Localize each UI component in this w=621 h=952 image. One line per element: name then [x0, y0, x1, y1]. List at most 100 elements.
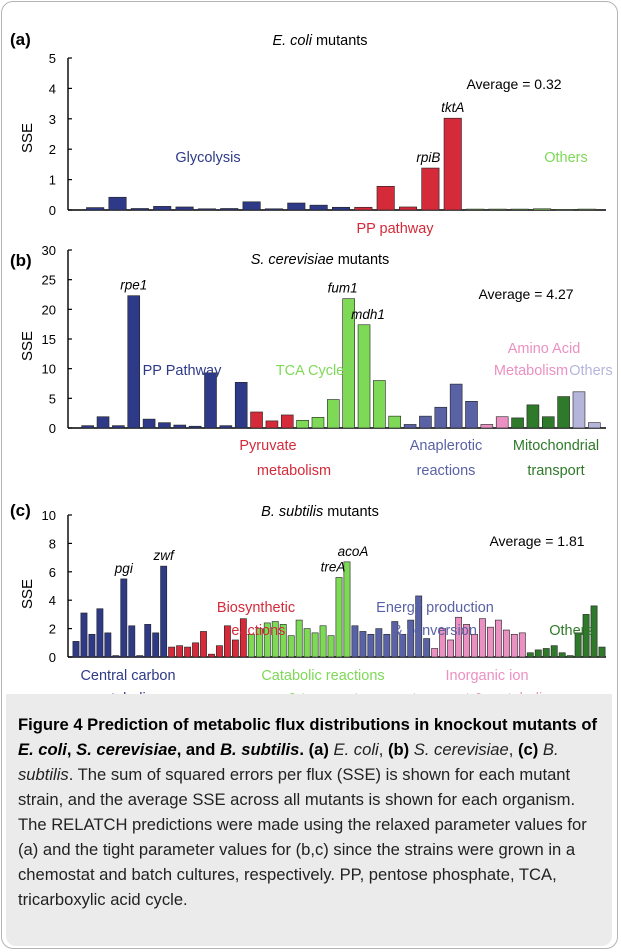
panel-b-y-tick-label: 25 [42, 273, 56, 288]
panel-b-bar [465, 400, 478, 429]
panel-b-group-label: Mitochondrial [513, 438, 599, 454]
panel-b-bar [219, 425, 233, 429]
panel-c-bar [534, 649, 542, 658]
panel-c-bar [184, 646, 191, 658]
caption-title: Prediction of metabolic flux distributio… [87, 715, 597, 734]
panel-a-bar [86, 207, 105, 211]
panel-c-annotation-pgi: pgi [114, 561, 134, 576]
panel-c-bar [582, 614, 590, 658]
panel-c-bar [287, 635, 295, 658]
panel-c-bar [375, 628, 383, 658]
panel-c-title: B. subtilis mutants [261, 504, 379, 520]
panel-c-annotation-treA: treA [321, 559, 346, 574]
caption-sep: , [66, 740, 72, 759]
panel-a-title-organism: E. coli [272, 33, 312, 49]
panel-c-bar [574, 632, 582, 658]
panel-b-bar [265, 420, 279, 429]
panel-c-bar [510, 633, 518, 658]
panel-c-bar [399, 633, 407, 658]
panel-c-bar [176, 645, 184, 658]
panel-a-bar [399, 206, 418, 211]
panel-b-bar [511, 417, 524, 429]
panel-c-bar [295, 619, 303, 658]
panel-b-y-tick-label: 0 [49, 421, 56, 436]
panel-a-title: E. coli mutants [272, 33, 367, 49]
panel-b-annotation-rpe1: rpe1 [120, 278, 147, 293]
panel-b-bar [173, 424, 187, 429]
panel-b-y-axis-label: SSE [19, 331, 36, 361]
panel-a-group-label: Others [544, 150, 588, 166]
panel-c-bar [160, 565, 168, 658]
panel-c-bar [423, 638, 431, 658]
panel-b-bar [342, 298, 355, 429]
panel-b-bar [204, 372, 217, 429]
panel-c-title-suffix: mutants [323, 504, 379, 520]
caption-org-ecoli: E. coli [18, 740, 67, 759]
panel-c-group-label: Energy production [376, 600, 494, 616]
panel-c-bar [367, 633, 375, 658]
panel-c-bar [343, 561, 351, 658]
panel-c-bar [80, 612, 88, 658]
panel-c-group-label: & conversion [393, 623, 477, 639]
panel-c-bar [447, 639, 454, 658]
panel-a-bar [466, 208, 485, 211]
panel-c-bar [112, 655, 120, 658]
panel-b-bar [296, 419, 309, 429]
panel-b-group-label: TCA Cycle [276, 363, 345, 379]
panel-b-bar [234, 382, 248, 429]
panel-c-average-label: Average = 1.81 [489, 533, 584, 549]
caption-panel-c-org: B. subtilis [18, 740, 559, 784]
panel-b-average-label: Average = 4.27 [478, 286, 573, 302]
panel-c-bar [550, 645, 558, 658]
panel-c-y-tick-label: 8 [49, 536, 56, 551]
panel-a-bar [242, 201, 261, 211]
panel-c-bar [152, 632, 160, 658]
panel-c-bar [136, 655, 144, 658]
caption-panel-b: (b) [387, 740, 410, 759]
panel-b-bar [373, 380, 386, 429]
figure-caption: Figure 4 Prediction of metabolic flux di… [18, 715, 597, 909]
panel-c-bar [359, 631, 367, 658]
panel-c-bar [224, 625, 231, 658]
panel-b-bar [81, 425, 94, 429]
panel-c-bar [96, 608, 104, 658]
panel-b-bar [158, 422, 171, 429]
panel-b-bar [541, 416, 555, 429]
panel-a-average-label: Average = 0.32 [466, 76, 561, 92]
panel-c-bar [327, 635, 335, 658]
panel-c-bar [216, 645, 223, 658]
panel-b-bar [449, 383, 463, 429]
panel-c-bar [590, 605, 598, 658]
panel-a-bar [309, 204, 328, 211]
caption-org-scerevisiae: S. cerevisiae [76, 740, 177, 759]
panel-c-bar [319, 625, 327, 658]
panel-b-bar [112, 425, 125, 429]
panel-b-bar [434, 406, 448, 429]
panel-c-bar [311, 632, 319, 658]
panel-a-bar [130, 208, 149, 211]
panel-c-bar [494, 619, 502, 658]
caption-body: . The sum of squared errors per flux (SS… [18, 765, 587, 909]
panel-c-group-label: Catabolic reactions [261, 668, 384, 684]
caption-panel-a: (a) [308, 740, 329, 759]
panel-b-bar [357, 324, 371, 429]
panel-c-bar [88, 633, 96, 658]
panel-b-bar [188, 425, 202, 429]
panel-b-group-label: Pyruvate [239, 438, 296, 454]
panel-c-bar [271, 621, 279, 658]
panel-b-title-suffix: mutants [334, 252, 390, 268]
panel-c-bar [542, 648, 550, 658]
panel-c-bar [231, 639, 239, 658]
panel-c-bar [120, 578, 128, 658]
panel-c-bar [72, 641, 80, 658]
figure-label: Figure 4 [18, 715, 83, 734]
panel-c-bar [471, 633, 478, 658]
panel-c-bar [192, 642, 199, 658]
caption-background [6, 694, 612, 946]
panel-b-bar [280, 414, 294, 429]
panel-b-bar [588, 422, 601, 429]
caption-sep: . [299, 740, 304, 759]
panel-a-bar [153, 206, 172, 211]
